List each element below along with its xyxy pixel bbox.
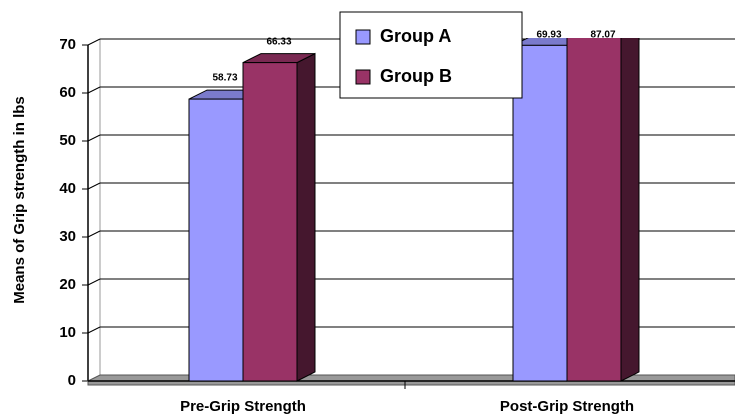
legend-label: Group A bbox=[380, 26, 451, 46]
labels: 0 10 20 30 40 50 60 70 Pre-Grip Strength 58.73 66.… bbox=[59, 30, 634, 415]
grid-line bbox=[87, 38, 101, 46]
legend-swatch bbox=[355, 69, 371, 85]
grid-line bbox=[87, 134, 101, 142]
grid-line bbox=[87, 278, 101, 286]
value-label: 87.07 bbox=[590, 30, 615, 41]
y-tick-label: 30 bbox=[59, 228, 76, 245]
y-tick-label: 60 bbox=[59, 84, 76, 101]
value-label: 58.73 bbox=[212, 73, 237, 84]
x-tick-label: Pre-Grip Strength bbox=[180, 398, 306, 415]
bar-side bbox=[296, 52, 316, 382]
y-tick-label: 70 bbox=[59, 36, 76, 53]
y-tick-label: 40 bbox=[59, 180, 76, 197]
legend-label: Group B bbox=[380, 66, 452, 86]
bar-side bbox=[620, 38, 640, 382]
y-tick-label: 50 bbox=[59, 132, 76, 149]
bar bbox=[566, 38, 622, 382]
x-tick-label: Post-Grip Strength bbox=[500, 398, 634, 415]
y-tick-label: 20 bbox=[59, 276, 76, 293]
grid-line bbox=[87, 182, 101, 190]
bar bbox=[512, 44, 568, 382]
grid-line bbox=[87, 326, 101, 334]
bar bbox=[188, 98, 244, 382]
value-label: 69.93 bbox=[536, 30, 561, 41]
y-tick-label: 0 bbox=[68, 372, 76, 389]
legend: Group A Group B bbox=[339, 11, 523, 99]
y-tick-label: 10 bbox=[59, 324, 76, 341]
floor bbox=[87, 374, 735, 386]
grid-line bbox=[87, 86, 101, 94]
legend-swatch bbox=[355, 29, 371, 45]
bars bbox=[188, 38, 640, 382]
bar bbox=[242, 62, 298, 382]
grid-line bbox=[87, 230, 101, 238]
value-label: 66.33 bbox=[266, 36, 291, 47]
y-axis-label: Means of Grip strength in lbs bbox=[11, 96, 28, 304]
